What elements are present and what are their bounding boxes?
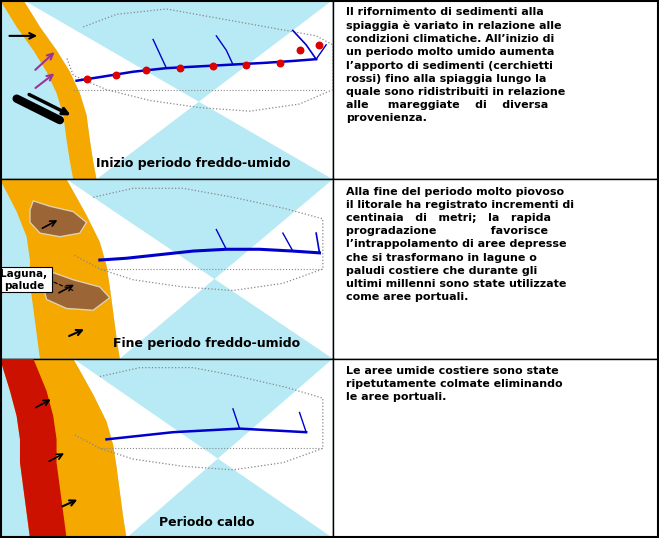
- Polygon shape: [30, 201, 86, 237]
- Polygon shape: [73, 359, 333, 538]
- Point: [141, 66, 152, 74]
- Point: [314, 40, 325, 49]
- Polygon shape: [0, 0, 96, 179]
- Point: [208, 62, 218, 70]
- Polygon shape: [67, 179, 333, 359]
- Text: Inizio periodo freddo-umido: Inizio periodo freddo-umido: [96, 158, 290, 171]
- Polygon shape: [0, 359, 127, 538]
- Text: Fine periodo freddo-umido: Fine periodo freddo-umido: [113, 337, 300, 350]
- Point: [111, 71, 122, 80]
- Text: Alla fine del periodo molto piovoso
il litorale ha registrato incrementi di
cent: Alla fine del periodo molto piovoso il l…: [346, 187, 574, 302]
- Polygon shape: [0, 359, 67, 538]
- Point: [295, 46, 305, 54]
- FancyBboxPatch shape: [0, 267, 51, 292]
- Point: [81, 75, 92, 83]
- Point: [175, 64, 185, 73]
- Point: [274, 59, 285, 67]
- Text: Laguna,
palude: Laguna, palude: [1, 269, 47, 291]
- Point: [241, 60, 252, 69]
- Polygon shape: [23, 0, 333, 179]
- Polygon shape: [0, 179, 120, 359]
- Text: Le aree umide costiere sono state
ripetutamente colmate eliminando
le aree portu: Le aree umide costiere sono state ripetu…: [346, 366, 563, 402]
- Polygon shape: [43, 273, 110, 310]
- Text: Il rifornimento di sedimenti alla
spiaggia è variato in relazione alle
condizion: Il rifornimento di sedimenti alla spiagg…: [346, 7, 565, 124]
- Text: Periodo caldo: Periodo caldo: [159, 516, 254, 529]
